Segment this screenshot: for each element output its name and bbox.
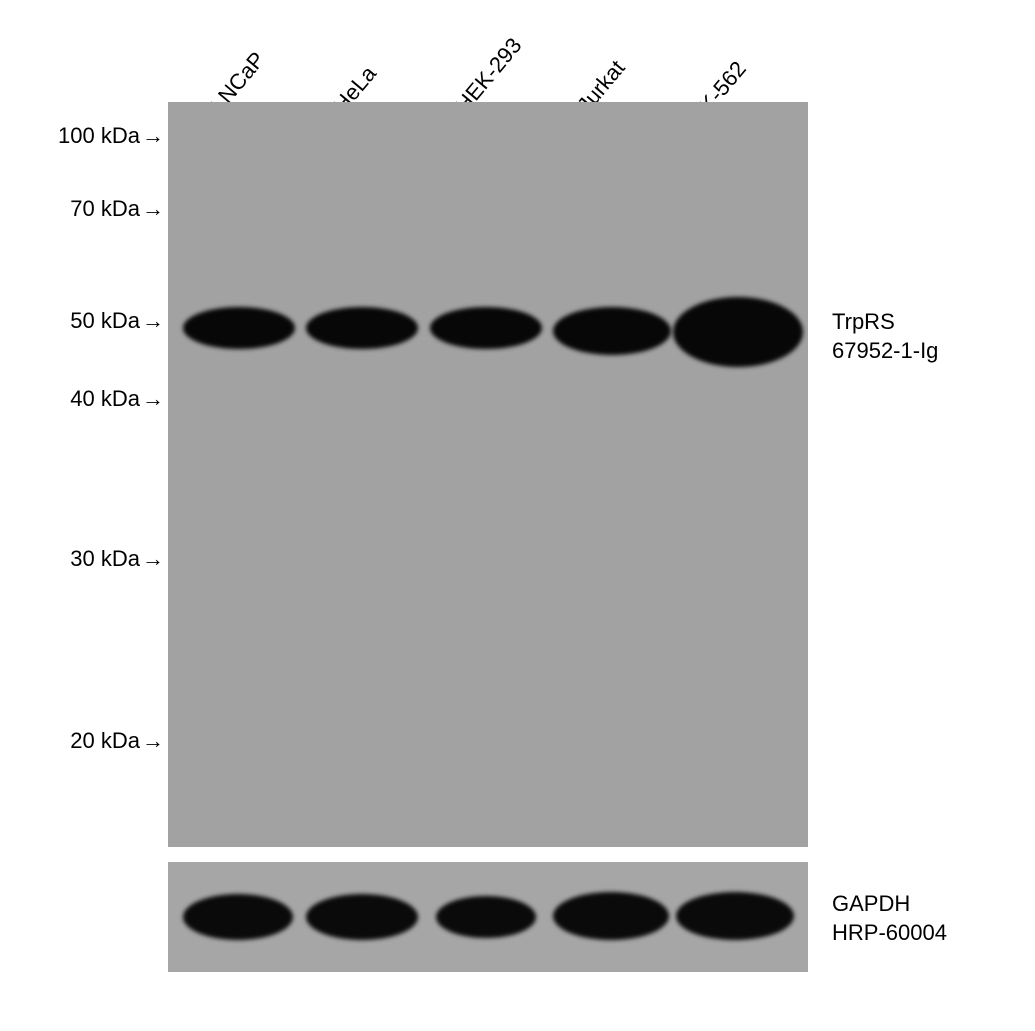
blot-band	[553, 892, 669, 940]
antibody-name-0: TrpRS	[832, 308, 938, 337]
loading-blot	[168, 862, 808, 972]
arrow-icon: →	[142, 386, 164, 412]
blot-band	[306, 307, 418, 349]
mw-label-1: 70 kDa	[0, 196, 140, 222]
mw-label-3: 40 kDa	[0, 386, 140, 412]
blot-band	[553, 307, 671, 355]
figure-container: WWW.PTGLAB.COM LNCaP HeLa HEK-293 Jurkat…	[0, 0, 1035, 1031]
antibody-label-0: TrpRS 67952-1-Ig	[832, 308, 938, 365]
arrow-icon: →	[142, 728, 164, 754]
antibody-label-1: GAPDH HRP-60004	[832, 890, 947, 947]
mw-label-4: 30 kDa	[0, 546, 140, 572]
arrow-icon: →	[142, 546, 164, 572]
arrow-icon: →	[142, 196, 164, 222]
blot-band	[436, 896, 536, 938]
antibody-name-1: GAPDH	[832, 890, 947, 919]
antibody-cat-0: 67952-1-Ig	[832, 337, 938, 366]
arrow-icon: →	[142, 308, 164, 334]
main-blot	[168, 102, 808, 847]
blot-band	[430, 307, 542, 349]
blot-band	[676, 892, 794, 940]
antibody-cat-1: HRP-60004	[832, 919, 947, 948]
blot-band	[183, 307, 295, 349]
mw-label-5: 20 kDa	[0, 728, 140, 754]
blot-band	[673, 297, 803, 367]
mw-label-2: 50 kDa	[0, 308, 140, 334]
blot-band	[183, 894, 293, 940]
mw-label-0: 100 kDa	[0, 123, 140, 149]
arrow-icon: →	[142, 123, 164, 149]
blot-band	[306, 894, 418, 940]
